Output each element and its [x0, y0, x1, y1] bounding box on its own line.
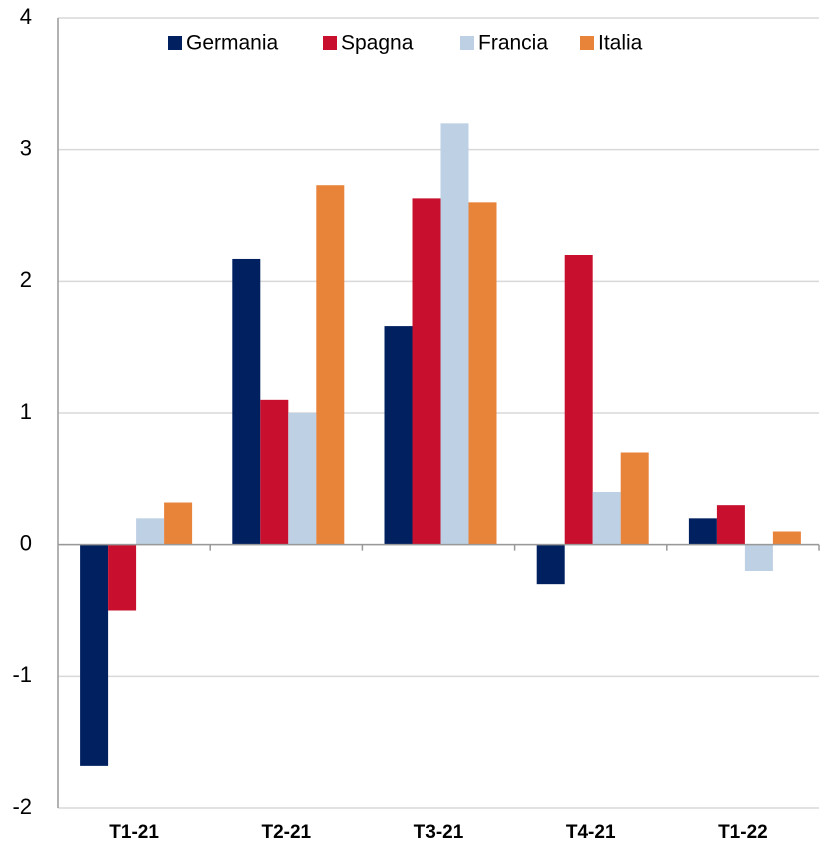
y-tick-label: 0	[20, 530, 32, 555]
x-tick-label: T2-21	[261, 822, 311, 843]
bar	[688, 518, 717, 545]
legend-swatch	[323, 36, 337, 50]
bar	[772, 531, 801, 545]
y-tick-label: 3	[20, 135, 32, 160]
legend-swatch	[580, 36, 594, 50]
bar	[564, 255, 593, 545]
bar	[412, 198, 441, 545]
bar	[744, 544, 773, 571]
bar	[232, 258, 261, 545]
legend-label: Spagna	[341, 32, 414, 55]
bar	[620, 452, 649, 545]
x-tick-label: T3-21	[414, 822, 464, 843]
bar	[108, 544, 137, 611]
bar	[164, 502, 193, 545]
bar	[316, 185, 345, 545]
bar	[384, 326, 413, 545]
bar	[716, 505, 745, 545]
legend-swatch	[168, 36, 182, 50]
bar	[592, 492, 621, 545]
bar	[260, 399, 289, 545]
bar	[440, 123, 469, 545]
bar	[468, 202, 497, 545]
legend-label: Germania	[186, 32, 279, 55]
y-tick-label: 2	[20, 267, 32, 292]
y-tick-label: -2	[12, 794, 32, 819]
bar	[536, 544, 565, 585]
x-tick-label: T1-21	[109, 822, 159, 843]
bar	[80, 544, 109, 766]
y-tick-label: 4	[20, 4, 32, 29]
legend-swatch	[460, 36, 474, 50]
x-tick-label: T4-21	[566, 822, 616, 843]
y-tick-label: -1	[12, 662, 32, 687]
y-tick-label: 1	[20, 399, 32, 424]
legend-label: Francia	[478, 32, 548, 55]
bar	[136, 518, 165, 545]
bar	[288, 413, 317, 545]
legend-label: Italia	[598, 32, 643, 55]
x-tick-label: T1-22	[718, 822, 768, 843]
